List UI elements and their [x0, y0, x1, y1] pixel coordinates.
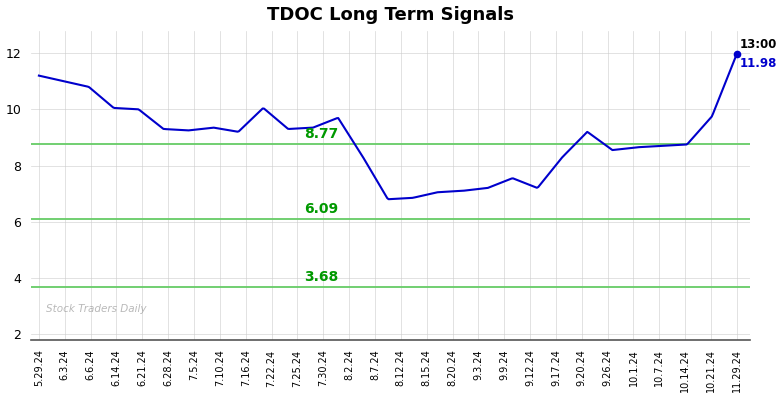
Text: 3.68: 3.68 [304, 269, 339, 283]
Text: 8.77: 8.77 [304, 127, 339, 140]
Text: Stock Traders Daily: Stock Traders Daily [45, 304, 146, 314]
Title: TDOC Long Term Signals: TDOC Long Term Signals [267, 6, 514, 23]
Text: 6.09: 6.09 [304, 202, 338, 216]
Text: 13:00: 13:00 [739, 39, 777, 51]
Text: 11.98: 11.98 [739, 57, 777, 70]
